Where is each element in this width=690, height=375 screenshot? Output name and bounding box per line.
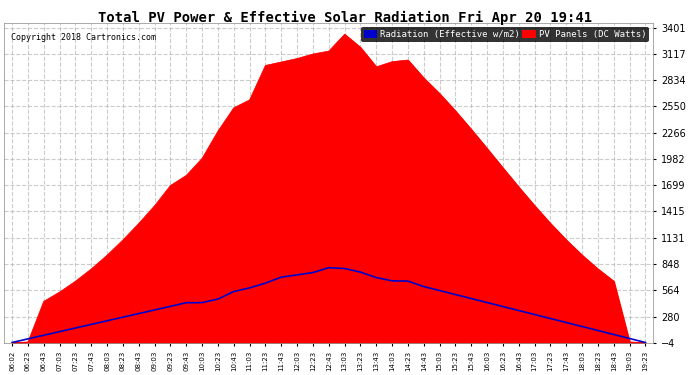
- Text: Copyright 2018 Cartronics.com: Copyright 2018 Cartronics.com: [10, 33, 156, 42]
- Legend: Radiation (Effective w/m2), PV Panels (DC Watts): Radiation (Effective w/m2), PV Panels (D…: [361, 27, 649, 42]
- Text: Total PV Power & Effective Solar Radiation Fri Apr 20 19:41: Total PV Power & Effective Solar Radiati…: [98, 11, 592, 26]
